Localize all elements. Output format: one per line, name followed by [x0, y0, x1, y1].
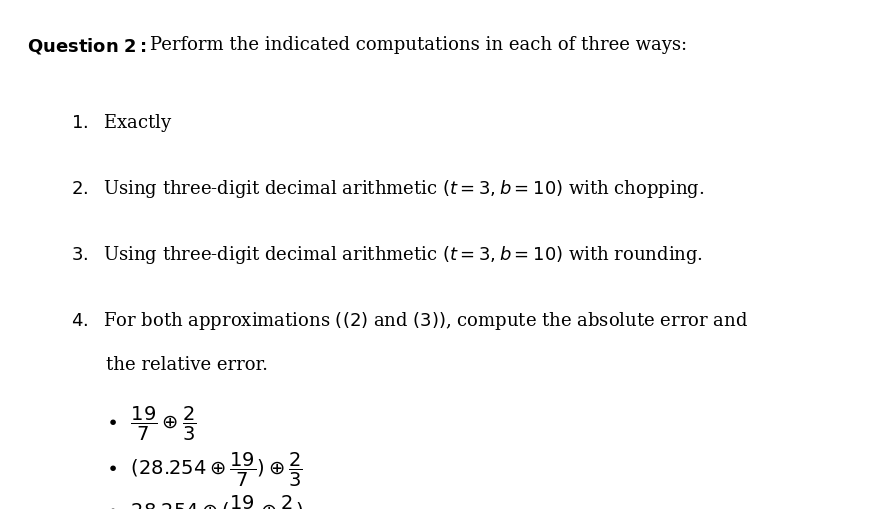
Text: $2.$  Using three-digit decimal arithmetic $(t = 3, b = 10)$ with chopping.: $2.$ Using three-digit decimal arithmeti… [71, 178, 704, 200]
Text: Perform the indicated computations in each of three ways:: Perform the indicated computations in ea… [150, 36, 687, 53]
Text: $3.$  Using three-digit decimal arithmetic $(t = 3, b = 10)$ with rounding.: $3.$ Using three-digit decimal arithmeti… [71, 244, 703, 266]
Text: $\mathbf{Question\ 2:}$: $\mathbf{Question\ 2:}$ [27, 36, 147, 55]
Text: $4.$  For both approximations $((2)$ and $(3))$, compute the absolute error and: $4.$ For both approximations $((2)$ and … [71, 310, 748, 332]
Text: $1.$  Exactly: $1.$ Exactly [71, 112, 173, 134]
Text: the relative error.: the relative error. [106, 356, 268, 374]
Text: $\bullet\ \ 28.254 \oplus (\dfrac{19}{7} \oplus \dfrac{2}{3})$: $\bullet\ \ 28.254 \oplus (\dfrac{19}{7}… [106, 494, 304, 509]
Text: $\bullet\ \ (28.254 \oplus \dfrac{19}{7}) \oplus \dfrac{2}{3}$: $\bullet\ \ (28.254 \oplus \dfrac{19}{7}… [106, 450, 303, 489]
Text: $\bullet\ \ \dfrac{19}{7} \oplus \dfrac{2}{3}$: $\bullet\ \ \dfrac{19}{7} \oplus \dfrac{… [106, 405, 196, 443]
